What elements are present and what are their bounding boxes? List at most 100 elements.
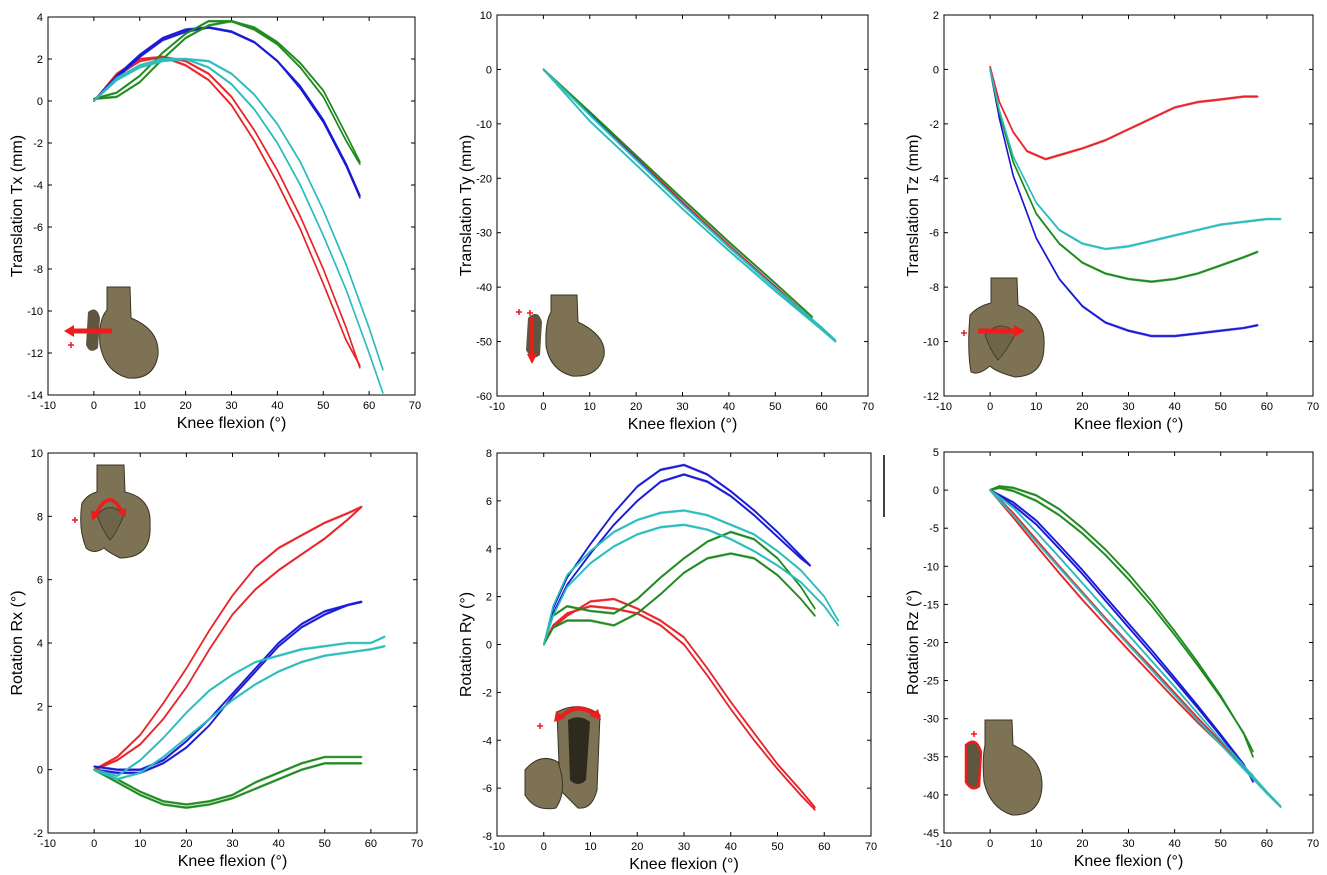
x-tick-label: 70 [409,400,421,412]
series-line-blue [93,600,363,771]
y-tick-label: -6 [929,228,939,240]
x-tick-label: 50 [769,401,781,413]
y-tick-label: 8 [486,448,492,460]
series-trial-blue [543,473,811,644]
series-trial-red [989,65,1258,159]
knee-tz-icon [961,277,1045,378]
arrow-head [117,508,126,517]
arrow-head [527,354,537,364]
series-line-red [989,489,1254,778]
x-tick-label: 40 [273,838,285,850]
x-tick-label: 60 [1261,838,1273,850]
series-trial-blue [94,602,362,771]
x-tick-label: 20 [1076,838,1088,850]
series-line-green [989,486,1254,753]
x-tick-label: -10 [40,838,56,850]
x-tick-label: -10 [936,838,952,850]
series-trial-green [93,763,362,810]
y-tick-label: -20 [923,638,939,650]
y-tick-label: -12 [923,391,939,403]
y-tick-label: 6 [37,575,43,587]
x-tick-label: 20 [630,401,642,413]
x-tick-label: 0 [91,838,97,850]
x-axis-label: Knee flexion (°) [628,416,738,433]
y-tick-label: 10 [31,448,43,460]
x-tick-label: 60 [1261,401,1273,413]
x-tick-label: 0 [987,401,993,413]
knee-rz-icon [964,719,1043,816]
x-tick-label: 40 [271,400,283,412]
series-trial-green [989,484,1254,757]
bone-shape [545,294,605,377]
patella-shape [984,325,1017,361]
y-tick-label: -60 [476,391,492,403]
series-trial-cyan [543,510,839,646]
series-trial-blue [94,600,362,770]
series-trial-red [93,507,362,771]
x-tick-label: 10 [134,838,146,850]
series-trial-green [543,532,816,646]
series-trial-cyan [989,68,1281,249]
series-trial-blue [93,27,361,199]
series-line-green [542,531,816,646]
x-tick-label: 50 [771,841,783,853]
x-tick-label: 70 [1307,838,1319,850]
y-tick-label: 4 [37,12,43,24]
series-line-cyan [542,68,837,342]
x-tick-label: 30 [678,841,690,853]
series-trial-green [543,553,816,646]
x-tick-label: 30 [226,838,238,850]
series-trial-blue [989,490,1254,782]
series-trial-red [989,67,1258,161]
y-tick-label: -40 [923,790,939,802]
series-trial-green [543,70,813,319]
series-trial-green [93,755,362,805]
series-line-green [93,756,363,806]
x-tick-label: 50 [1215,401,1227,413]
x-tick-label: 60 [818,841,830,853]
x-tick-label: -10 [489,841,505,853]
series-trial-blue [543,474,811,646]
series-line-red [93,505,363,771]
rotation-arc [93,498,124,517]
y-tick-label: -25 [923,676,939,688]
x-tick-label: 0 [541,841,547,853]
plus-marker [961,330,967,336]
y-tick-label: -50 [476,337,492,349]
series-line-cyan [989,68,1282,250]
y-tick-label: 0 [933,485,939,497]
x-axis-label: Knee flexion (°) [629,856,739,873]
y-tick-label: -2 [929,119,939,131]
y-tick-label: -4 [929,173,939,185]
series-trial-blue [93,26,361,197]
y-tick-label: -6 [482,783,492,795]
x-tick-label: 60 [816,401,828,413]
y-axis-label: Rotation Rz (°) [905,590,922,695]
y-tick-label: -14 [27,390,43,402]
y-axis-label: Translation Tx (mm) [9,135,26,277]
knee-ry-icon [524,706,601,810]
series-trial-red [93,505,362,770]
plus-marker [971,731,977,737]
x-tick-label: 40 [723,401,735,413]
series-line-red [93,505,363,771]
patella-shape [96,507,125,541]
y-tick-label: 4 [37,638,43,650]
x-tick-label: 20 [180,838,192,850]
x-tick-label: 10 [1030,838,1042,850]
x-axis-label: Knee flexion (°) [178,853,288,870]
series-trial-green [990,488,1254,753]
x-tick-label: 20 [1076,401,1088,413]
arrow-head [590,709,601,720]
series-trial-green [989,68,1258,282]
series-trial-cyan [989,490,1281,808]
arrow-head [554,711,565,722]
series-trial-cyan [989,488,1281,807]
series-line-cyan [989,489,1282,808]
knee-tx-icon [64,286,159,379]
series-trial-blue [989,68,1258,336]
series-trial-green [93,19,361,164]
series-line-red [989,65,1259,160]
x-tick-label: 10 [134,400,146,412]
